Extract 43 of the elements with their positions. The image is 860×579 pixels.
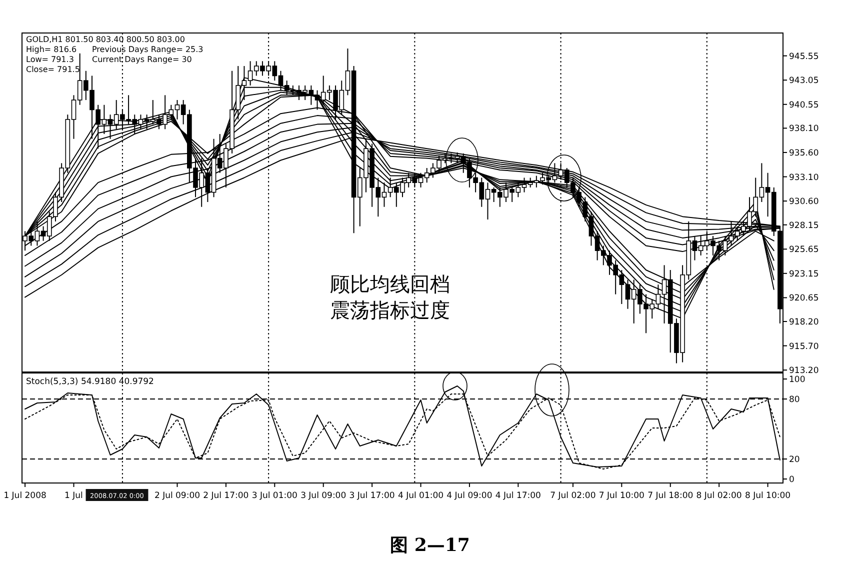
y-tick-label: 0 [789,475,794,485]
annotation: Close= 791.5 [26,65,80,74]
y-tick-label: 943.05 [789,76,819,86]
x-tick-label: 8 Jul 02:00 [696,491,742,501]
y-tick-label: 938.10 [789,124,819,134]
annotation: Low= 791.3 [26,55,74,64]
x-tick-label: 3 Jul 09:00 [300,491,346,501]
annotation: Current Days Range= 30 [92,55,192,64]
y-tick-label: 930.60 [789,197,819,208]
y-tick-label: 920.65 [789,294,819,304]
x-tick-label: 3 Jul 01:00 [252,491,298,501]
x-tick-label: 4 Jul 17:00 [495,491,541,501]
annotation: Previous Days Range= 25.3 [92,45,204,54]
y-tick-label: 20 [789,455,800,465]
x-tick-label: 7 Jul 18:00 [648,491,694,501]
x-tick-label: 8 Jul 10:00 [744,491,791,501]
y-tick-label: 915.70 [789,342,819,352]
y-tick-label: 918.20 [789,317,819,328]
annotation: GOLD,H1 801.50 803.40 800.50 803.00 [26,35,185,44]
y-tick-label: 80 [789,395,800,405]
caption: 图 2—17 [390,535,470,556]
y-tick-label: 925.65 [789,245,819,256]
x-tick-label: 1 Jul [64,491,83,501]
annotation: 震荡指标过度 [330,298,450,322]
annotation: High= 816.6 [26,45,77,54]
x-tick-label: 1 Jul 2008 [4,491,46,501]
annotation: 顾比均线回档 [330,272,450,296]
text: Stoch(5,3,3) 54.9180 40.9792 [26,377,154,387]
y-tick-label: 940.55 [789,100,819,110]
x-tick-label: 4 Jul 01:00 [398,491,444,501]
y-tick-label: 913.20 [789,366,819,376]
x-tick-label: 7 Jul 02:00 [550,491,596,501]
y-tick-label: 933.10 [789,172,819,183]
x-tick-label: 7 Jul 10:00 [598,491,644,501]
x-tick-label: 4 Jul 09:00 [446,491,492,501]
x-tick-label: 3 Jul 17:00 [349,491,395,501]
y-tick-label: 100 [789,375,806,385]
y-tick-label: 945.55 [789,52,819,62]
x-tick-label: 2 Jul 09:00 [154,491,200,501]
y-tick-label: 935.60 [789,148,819,158]
y-tick-label: 923.15 [789,269,819,280]
x-tick-label: 2 Jul 17:00 [203,491,249,501]
y-tick-label: 928.15 [789,220,819,231]
